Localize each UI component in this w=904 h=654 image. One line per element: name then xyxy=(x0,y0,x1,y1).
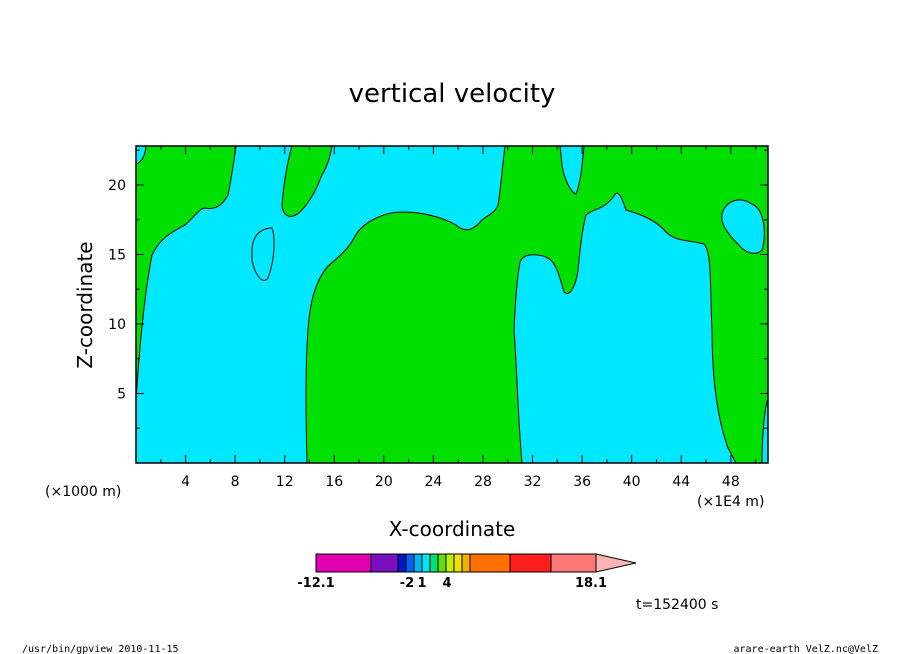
footer-right: arare-earth_VelZ.nc@VelZ xyxy=(734,644,879,654)
x-tick-label: 44 xyxy=(672,474,690,490)
x-axis-label: X-coordinate xyxy=(389,517,516,541)
y-axis-label: Z-coordinate xyxy=(73,241,97,368)
chart-title: vertical velocity xyxy=(349,79,556,109)
colorbar-label: 1 xyxy=(417,576,426,591)
colorbar-segment xyxy=(509,553,552,573)
colorbar-label: -12.1 xyxy=(297,576,334,591)
x-tick-label: 4 xyxy=(181,474,190,490)
colorbar-segment xyxy=(405,553,415,573)
y-tick-label: 15 xyxy=(108,247,126,263)
colorbar-segment xyxy=(429,553,439,573)
colorbar-segment xyxy=(370,553,399,573)
x-tick-label: 24 xyxy=(424,474,442,490)
x-tick-label: 32 xyxy=(524,474,542,490)
colorbar-segment xyxy=(413,553,423,573)
colorbar-label: -2 xyxy=(400,576,414,591)
y-tick-label: 10 xyxy=(108,317,126,333)
x-tick-label: 16 xyxy=(325,474,343,490)
negative-region-3 xyxy=(251,227,275,281)
colorbar-segment xyxy=(453,553,463,573)
time-label: t=152400 s xyxy=(636,597,718,613)
x-tick-label: 36 xyxy=(573,474,591,490)
colorbar-segment xyxy=(445,553,455,573)
colorbar-extend-arrow xyxy=(595,553,637,573)
x-axis: 4 8 12 16 20 24 28 32 36 40 44 48 xyxy=(160,146,757,490)
x-tick-label: 28 xyxy=(474,474,492,490)
footer-left: /usr/bin/gpview 2010-11-15 xyxy=(22,644,179,654)
y-axis: 5 10 15 20 xyxy=(108,149,768,429)
negative-region-5 xyxy=(721,199,765,254)
colorbar-segment xyxy=(397,553,407,573)
x-tick-label: 40 xyxy=(623,474,641,490)
colorbar-segment xyxy=(469,553,511,573)
colorbar-segment xyxy=(421,553,431,573)
colorbar-segment xyxy=(550,553,597,573)
colorbar-labels: -12.1 -2 1 4 18.1 xyxy=(297,576,607,591)
colorbar-segment xyxy=(437,553,447,573)
x-unit-left: (×1000 m) xyxy=(45,484,121,500)
colorbar-segment xyxy=(315,553,372,573)
colorbar-segment xyxy=(461,553,471,573)
x-tick-label: 8 xyxy=(231,474,240,490)
negative-region-2 xyxy=(513,192,737,463)
x-tick-label: 20 xyxy=(375,474,393,490)
negative-region-4 xyxy=(559,146,585,195)
x-unit-right: (×1E4 m) xyxy=(697,494,764,510)
plot-frame xyxy=(135,145,769,464)
y-tick-label: 5 xyxy=(117,386,126,402)
x-tick-label: 12 xyxy=(276,474,294,490)
x-tick-label: 48 xyxy=(722,474,740,490)
plot-area xyxy=(135,145,769,464)
y-tick-label: 20 xyxy=(108,178,126,194)
colorbar-label: 4 xyxy=(442,576,451,591)
negative-region-1 xyxy=(136,146,506,463)
colorbar-label: 18.1 xyxy=(575,576,607,591)
colorbar xyxy=(315,553,637,573)
